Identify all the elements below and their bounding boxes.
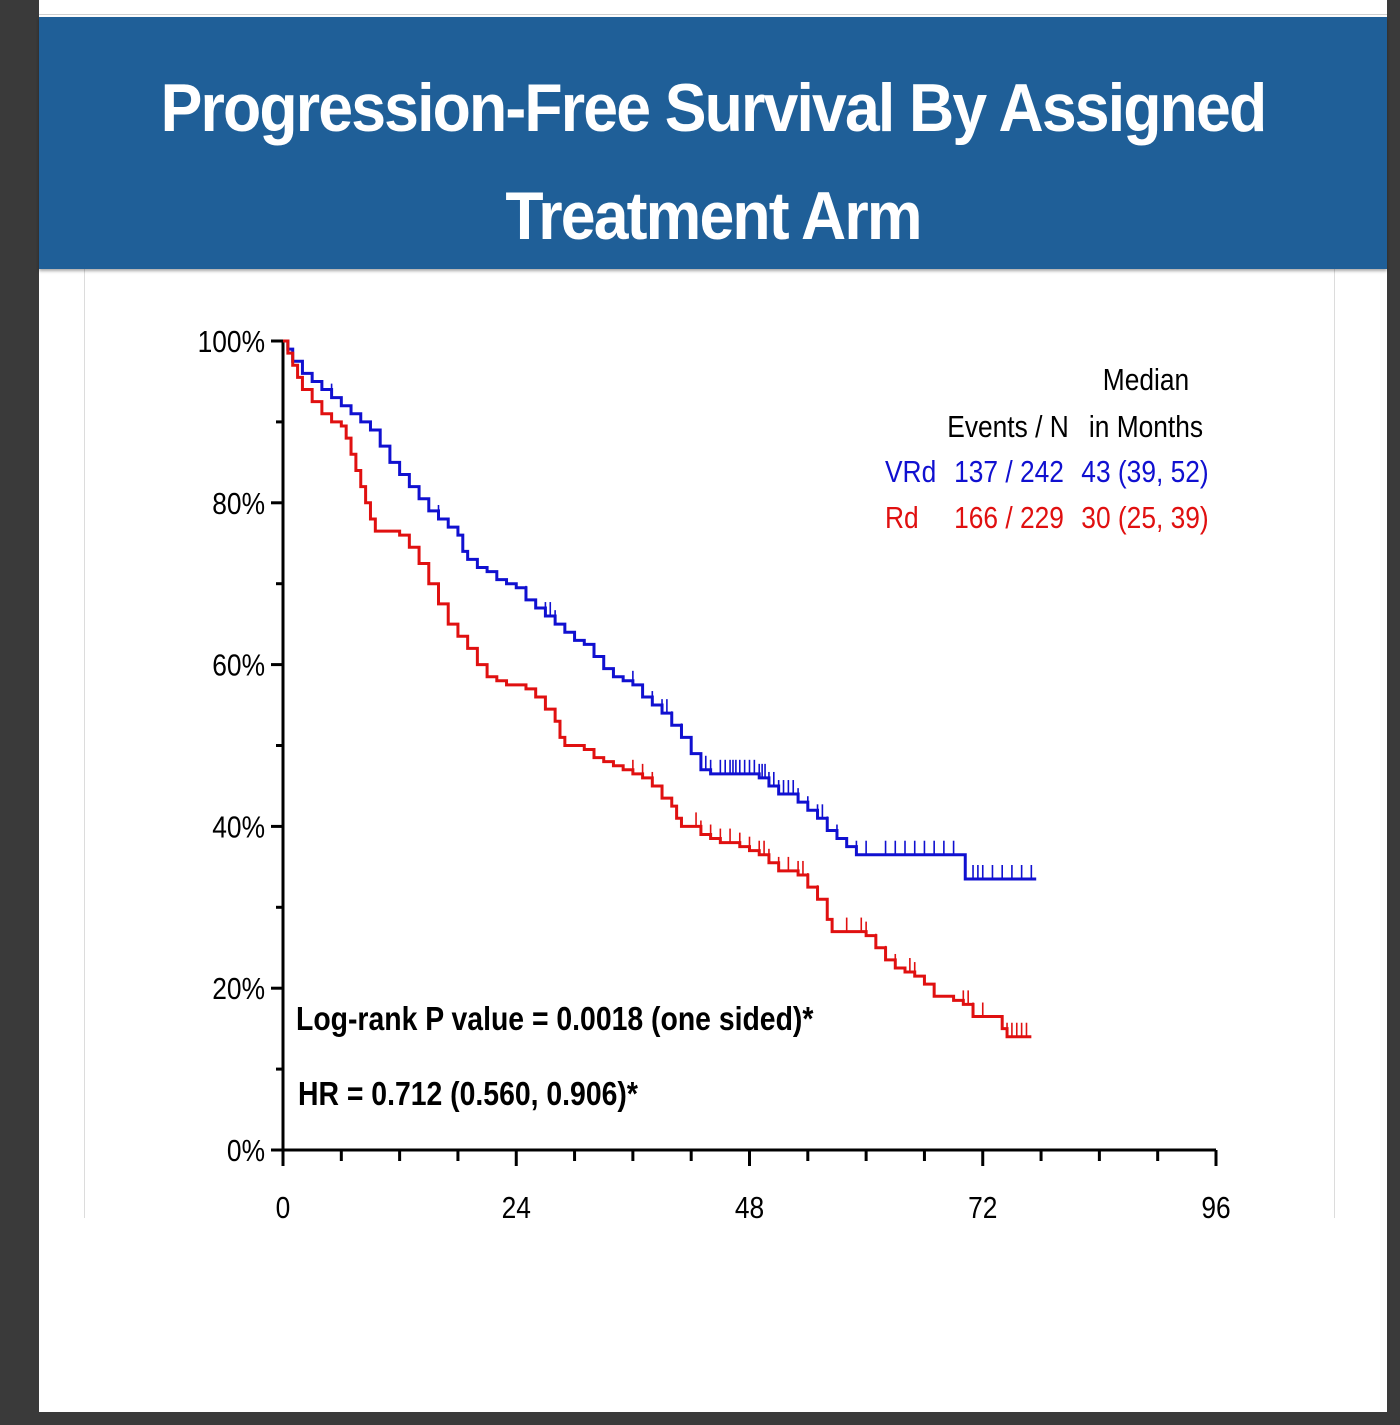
x-tick-label: 0 [276,1191,291,1225]
content-left-edge [84,268,85,1218]
x-tick-label: 48 [735,1191,764,1225]
y-tick-label: 40% [212,810,265,844]
content-right-edge [1334,268,1335,1218]
logrank-annotation: Log-rank P value = 0.0018 (one sided)* [296,1000,813,1038]
legend-median-vrd: 43 (39, 52) [1081,455,1208,489]
slide-top-border [39,14,1387,15]
slide: Progression-Free Survival By Assigned Tr… [39,0,1387,1412]
legend-median-rd: 30 (25, 39) [1081,501,1208,535]
x-tick-label: 24 [502,1191,531,1225]
bottom-frame [0,1412,1400,1425]
legend-header-events: Events / N [947,410,1068,444]
series-rd-curve [283,339,1032,1039]
y-tick-label: 100% [198,325,265,359]
series-vrd-curve [283,339,1037,881]
legend-events-vrd: 137 / 242 [954,455,1064,489]
series-layer [283,339,1037,1039]
legend-events-rd: 166 / 229 [954,501,1064,535]
chart-axes: 0% 20% 40% 60% 80% 100% 0 24 48 72 96 [198,325,1231,1225]
x-tick-label: 72 [968,1191,997,1225]
legend-name-rd: Rd [885,501,919,535]
y-tick-label: 20% [212,972,265,1006]
chart-annotations: Log-rank P value = 0.0018 (one sided)* H… [296,1000,813,1113]
slide-title: Progression-Free Survival By Assigned Tr… [160,70,1268,254]
legend-header-median: Median [1103,363,1189,397]
y-tick-label: 0% [227,1134,265,1168]
x-tick-label: 96 [1201,1191,1230,1225]
hazard-ratio-annotation: HR = 0.712 (0.560, 0.906)* [298,1075,638,1113]
y-tick-label: 80% [212,487,265,521]
title-banner: Progression-Free Survival By Assigned Tr… [39,17,1387,269]
legend-header-in-months: in Months [1089,410,1203,444]
y-tick-label: 60% [212,649,265,683]
chart-legend: Median Events / N in Months VRd 137 / 24… [885,363,1209,535]
legend-name-vrd: VRd [885,455,936,489]
